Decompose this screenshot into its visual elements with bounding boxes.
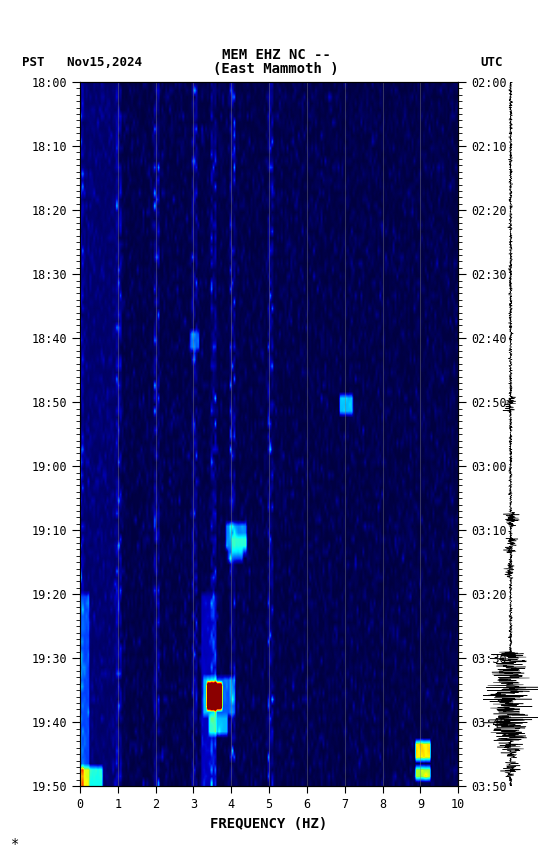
X-axis label: FREQUENCY (HZ): FREQUENCY (HZ)	[210, 816, 328, 830]
Text: MEM EHZ NC --: MEM EHZ NC --	[221, 48, 331, 61]
Text: UTC: UTC	[480, 56, 503, 69]
Text: PST   Nov15,2024: PST Nov15,2024	[22, 56, 142, 69]
Text: (East Mammoth ): (East Mammoth )	[213, 62, 339, 76]
Text: *: *	[11, 837, 19, 851]
